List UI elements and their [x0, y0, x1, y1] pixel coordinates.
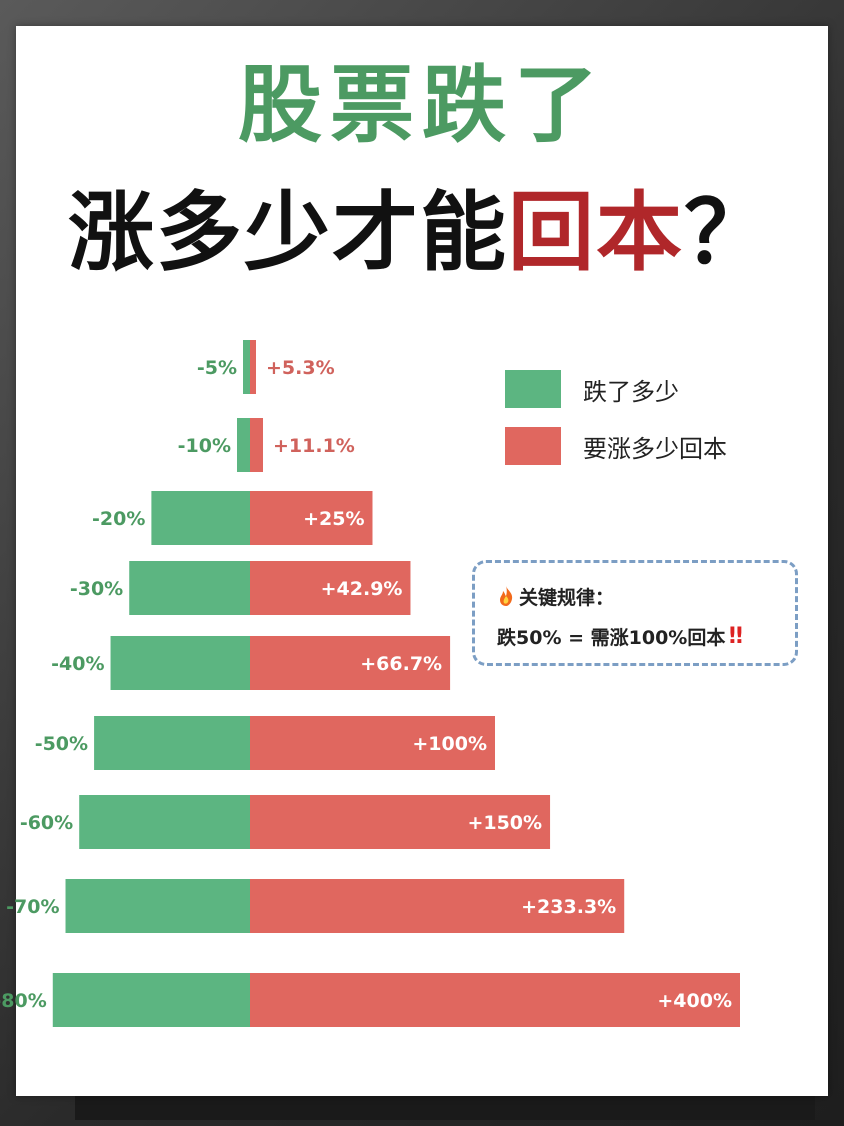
- bar-drop-2: [151, 491, 250, 545]
- legend-label-recover: 要涨多少回本: [583, 434, 727, 463]
- bar-recover-5: [250, 716, 495, 770]
- label-drop-6: -60%: [20, 812, 73, 834]
- title-line2: 涨多少才能回本？: [40, 162, 800, 287]
- legend-item-drop: 跌了多少: [505, 370, 727, 408]
- bar-drop-8: [52, 973, 250, 1027]
- label-recover-5: +100%: [412, 733, 487, 755]
- label-drop-7: -70%: [6, 896, 59, 918]
- title-line1: 股票跌了: [237, 56, 606, 154]
- bar-drop-4: [110, 636, 251, 690]
- bar-drop-3: [129, 561, 250, 615]
- bar-recover-2: [250, 491, 373, 545]
- rule-body: 跌50% = 需涨100%回本: [497, 627, 726, 649]
- double-exclamation-icon: !!: [727, 624, 744, 649]
- legend-label-drop: 跌了多少: [583, 377, 679, 406]
- label-drop-1: -10%: [178, 435, 231, 457]
- label-recover-7: +233.3%: [521, 896, 616, 918]
- bar-drop-5: [94, 716, 251, 770]
- title-question-mark: ？: [684, 183, 772, 283]
- label-drop-5: -50%: [35, 733, 88, 755]
- bar-recover-4: [250, 636, 451, 690]
- bar-drop-0: [243, 340, 250, 394]
- fire-icon: [500, 586, 513, 606]
- rule-body-row: 跌50% = 需涨100%回本 !!: [497, 623, 795, 650]
- bar-recover-3: [250, 561, 411, 615]
- title-line2-red: 回本: [508, 183, 684, 283]
- legend-item-recover: 要涨多少回本: [505, 427, 727, 465]
- key-rule-box: 关键规律： 跌50% = 需涨100%回本 !!: [472, 560, 798, 666]
- label-recover-2: +25%: [303, 508, 364, 530]
- label-recover-3: +42.9%: [321, 578, 403, 600]
- title-line2-black: 涨多少才能: [68, 183, 508, 283]
- label-drop-2: -20%: [92, 508, 145, 530]
- bar-drop-6: [79, 795, 250, 849]
- bar-recover-1: [250, 418, 263, 472]
- label-drop-8: -80%: [0, 990, 47, 1012]
- label-recover-6: +150%: [467, 812, 542, 834]
- bar-recover-8: [250, 973, 740, 1027]
- legend-swatch-recover: [505, 427, 561, 465]
- legend: 跌了多少 要涨多少回本: [505, 370, 727, 484]
- bar-recover-6: [250, 795, 551, 849]
- legend-swatch-drop: [505, 370, 561, 408]
- bar-drop-1: [237, 418, 250, 472]
- bar-recover-0: [250, 340, 256, 394]
- label-recover-4: +66.7%: [360, 653, 442, 675]
- label-drop-4: -40%: [51, 653, 104, 675]
- rule-heading-row: 关键规律：: [497, 581, 795, 611]
- rule-heading: 关键规律：: [519, 586, 615, 609]
- bar-recover-7: [250, 879, 625, 933]
- label-recover-0: +5.3%: [266, 357, 335, 379]
- label-drop-3: -30%: [70, 578, 123, 600]
- label-recover-8: +400%: [657, 990, 732, 1012]
- bar-drop-7: [65, 879, 250, 933]
- label-recover-1: +11.1%: [273, 435, 355, 457]
- label-drop-0: -5%: [197, 357, 237, 379]
